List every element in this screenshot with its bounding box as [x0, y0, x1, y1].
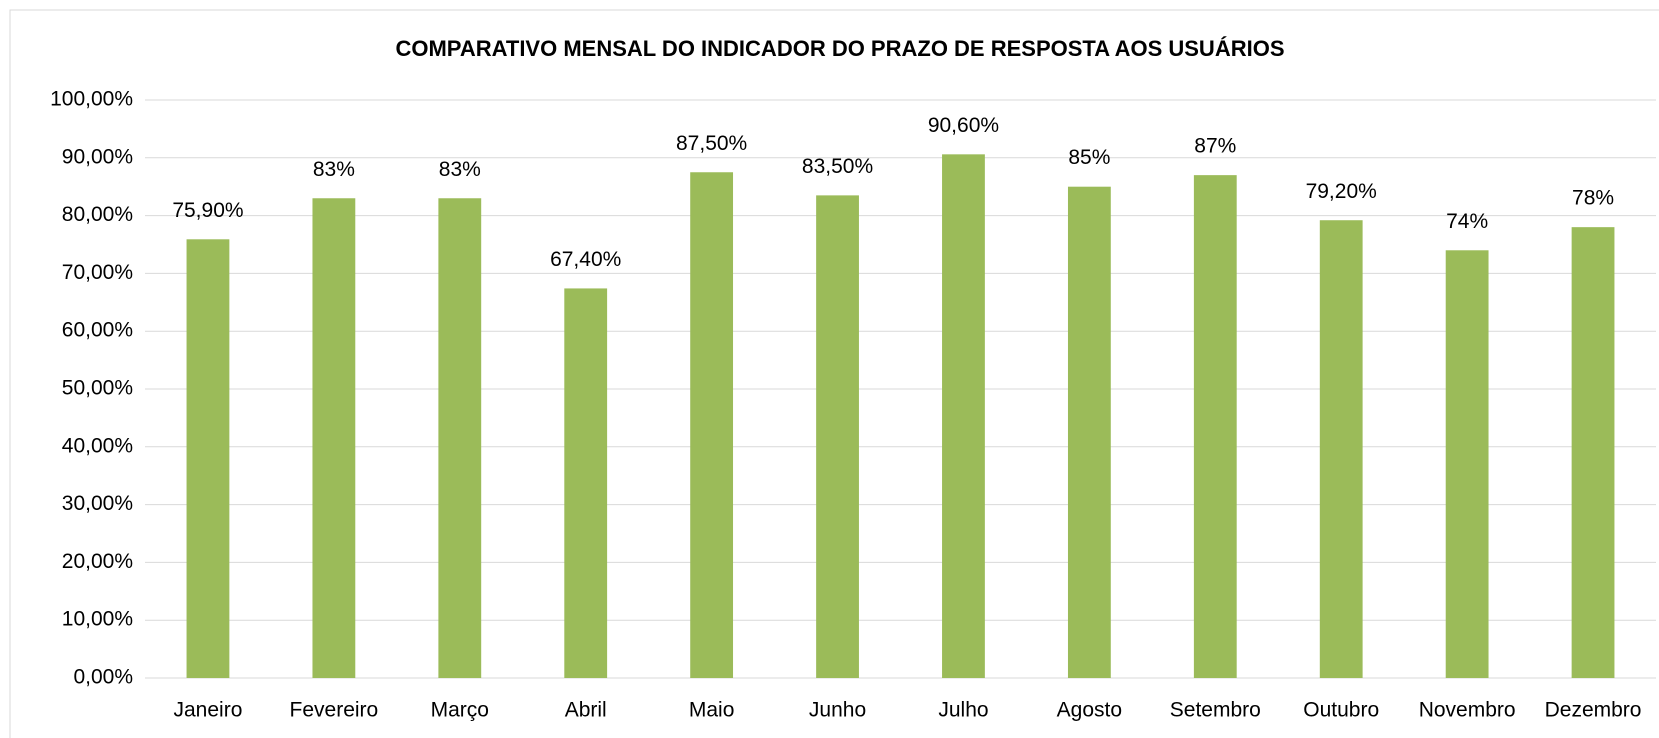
value-label: 78%: [1572, 187, 1614, 210]
value-label: 87%: [1194, 135, 1236, 158]
x-tick-label: Março: [431, 699, 489, 722]
x-tick-label: Outubro: [1303, 699, 1379, 722]
y-tick-label: 50,00%: [62, 377, 133, 400]
y-tick-label: 90,00%: [62, 145, 133, 168]
y-tick-label: 70,00%: [62, 261, 133, 284]
bar: [438, 198, 482, 678]
y-tick-label: 100,00%: [50, 88, 133, 111]
chart-title: COMPARATIVO MENSAL DO INDICADOR DO PRAZO…: [395, 36, 1284, 61]
y-tick-label: 10,00%: [62, 608, 133, 631]
bar: [942, 154, 985, 678]
bar: [186, 239, 230, 678]
x-tick-label: Junho: [809, 699, 866, 722]
x-tick-label: Janeiro: [174, 699, 243, 722]
value-label: 79,20%: [1306, 180, 1377, 203]
bar: [1193, 175, 1237, 678]
y-tick-label: 30,00%: [62, 492, 133, 515]
x-tick-label: Dezembro: [1545, 699, 1642, 722]
value-label: 83,50%: [802, 155, 873, 178]
y-tick-label: 40,00%: [62, 434, 133, 457]
x-tick-label: Maio: [689, 699, 735, 722]
value-label: 74%: [1446, 210, 1488, 233]
x-tick-label: Novembro: [1419, 699, 1516, 722]
bar: [1445, 250, 1489, 678]
bar: [690, 172, 734, 678]
bar: [1319, 220, 1363, 678]
y-tick-label: 60,00%: [62, 319, 133, 342]
y-tick-label: 20,00%: [62, 550, 133, 573]
bar: [816, 195, 859, 678]
value-label: 85%: [1068, 146, 1110, 169]
value-label: 87,50%: [676, 132, 747, 155]
x-tick-label: Julho: [938, 699, 988, 722]
x-tick-label: Agosto: [1057, 699, 1122, 722]
x-tick-label: Setembro: [1170, 699, 1261, 722]
bar: [1067, 186, 1111, 678]
value-label: 90,60%: [928, 114, 999, 137]
x-tick-label: Abril: [565, 699, 607, 722]
value-label: 67,40%: [550, 248, 621, 271]
value-label: 83%: [313, 158, 355, 181]
bar: [1571, 227, 1615, 678]
value-label: 83%: [439, 158, 481, 181]
bar: [312, 198, 356, 678]
y-tick-label: 80,00%: [62, 203, 133, 226]
y-tick-label: 0,00%: [73, 666, 133, 689]
bar: [564, 288, 608, 678]
value-label: 75,90%: [172, 199, 243, 222]
x-tick-label: Fevereiro: [290, 699, 379, 722]
